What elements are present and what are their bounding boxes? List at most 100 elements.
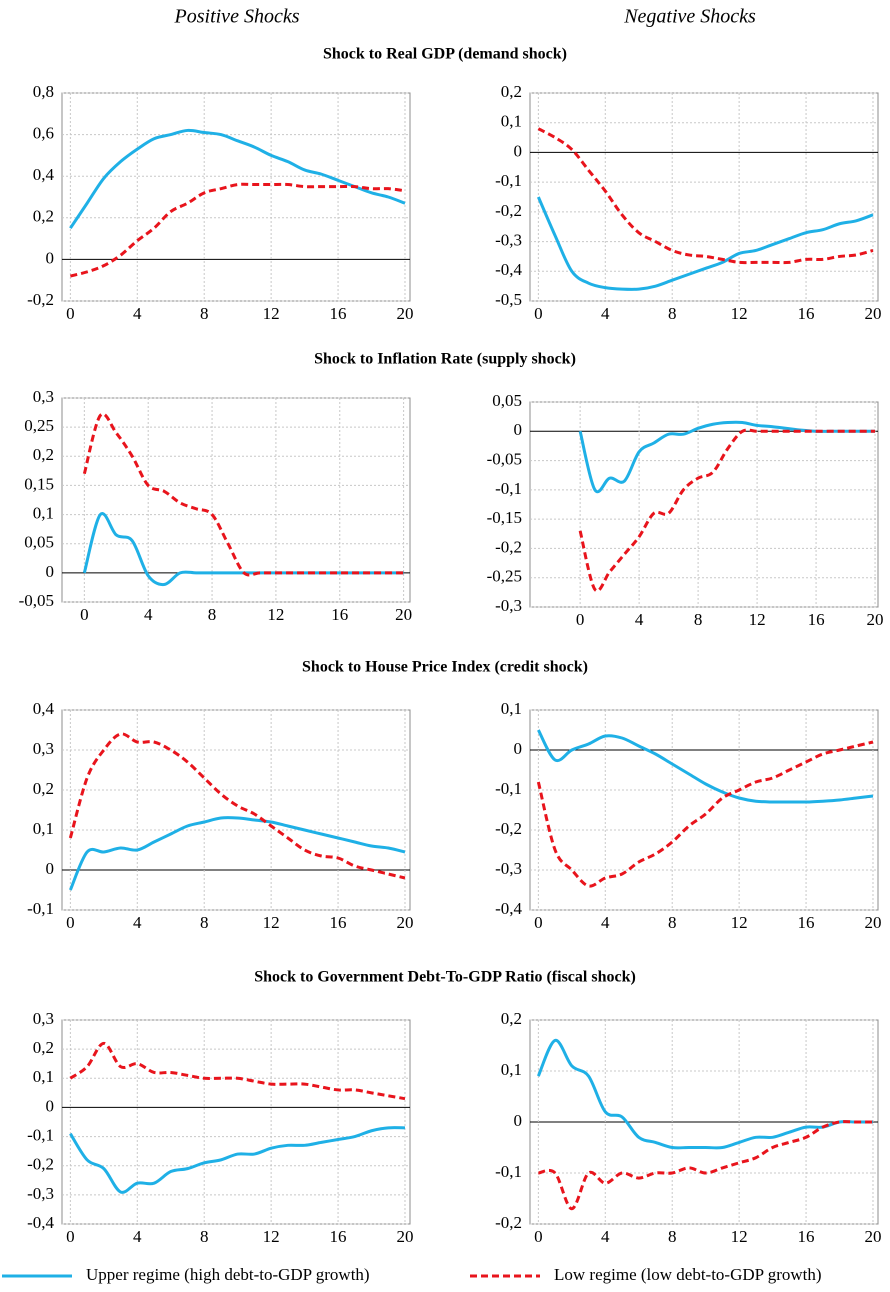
legend-label: Upper regime (high debt-to-GDP growth) [86, 1265, 370, 1284]
x-tick-label: 16 [330, 304, 347, 323]
y-tick-label: 0,4 [33, 165, 55, 184]
y-tick-label: 0 [514, 1111, 523, 1130]
series-line [578, 420, 876, 494]
y-tick-label: -0,1 [495, 479, 522, 498]
y-tick-label: 0,3 [33, 1009, 54, 1028]
x-tick-label: 12 [749, 610, 766, 629]
x-tick-label: 16 [330, 1227, 347, 1246]
y-tick-label: 0,1 [33, 819, 54, 838]
y-tick-label: 0,05 [492, 391, 522, 410]
x-tick-label: 20 [864, 304, 881, 323]
section-title: Shock to House Price Index (credit shock… [302, 659, 588, 676]
x-tick-label: 4 [144, 605, 153, 624]
section-title: Shock to Real GDP (demand shock) [323, 46, 567, 63]
x-tick-label: 0 [534, 304, 543, 323]
plot-area [529, 401, 879, 608]
x-tick-label: 0 [80, 605, 89, 624]
series-line [578, 428, 876, 593]
y-tick-label: 0,1 [501, 112, 522, 131]
y-tick-label: -0,05 [19, 591, 54, 610]
x-tick-label: 4 [601, 913, 610, 932]
y-tick-label: 0,2 [33, 445, 54, 464]
x-tick-label: 4 [133, 1227, 142, 1246]
column-title: Negative Shocks [623, 6, 756, 28]
legend-label: Low regime (low debt-to-GDP growth) [554, 1265, 822, 1284]
y-tick-label: 0 [514, 141, 523, 160]
x-tick-label: 4 [635, 610, 644, 629]
x-tick-label: 8 [200, 1227, 209, 1246]
x-tick-label: 16 [330, 913, 347, 932]
x-tick-label: 20 [396, 913, 413, 932]
series-line [69, 1126, 405, 1194]
series-line [537, 127, 874, 265]
x-tick-label: 12 [263, 1227, 280, 1246]
plot-area [61, 397, 411, 603]
y-tick-label: -0,2 [495, 1213, 522, 1232]
x-tick-label: 0 [534, 913, 543, 932]
y-tick-label: 0,2 [501, 82, 522, 101]
y-tick-label: 0,1 [501, 1060, 522, 1079]
x-tick-label: 8 [694, 610, 703, 629]
y-tick-label: 0,2 [33, 1038, 54, 1057]
x-tick-label: 16 [798, 304, 815, 323]
y-tick-label: -0,4 [27, 1213, 54, 1232]
series-line [536, 196, 874, 291]
y-tick-label: 0,15 [24, 474, 54, 493]
y-tick-label: 0,3 [33, 387, 54, 406]
x-tick-label: 20 [396, 304, 413, 323]
y-tick-label: -0,1 [495, 1162, 522, 1181]
y-tick-label: -0,2 [495, 819, 522, 838]
series-line [536, 1038, 873, 1150]
y-tick-label: -0,3 [27, 1184, 54, 1203]
section-title: Shock to Government Debt-To-GDP Ratio (f… [254, 969, 636, 986]
y-tick-label: -0,2 [27, 290, 54, 309]
y-tick-label: 0 [514, 420, 523, 439]
series-line [68, 732, 406, 880]
x-tick-label: 12 [263, 304, 280, 323]
y-tick-label: 0 [46, 248, 55, 267]
y-tick-label: 0,2 [501, 1009, 522, 1028]
y-tick-label: -0,1 [495, 171, 522, 190]
x-tick-label: 0 [66, 1227, 75, 1246]
series-line [69, 1041, 406, 1101]
y-tick-label: 0,2 [33, 779, 54, 798]
x-tick-label: 8 [200, 304, 209, 323]
series-line [537, 729, 874, 804]
x-tick-label: 4 [133, 304, 142, 323]
column-title: Positive Shocks [174, 6, 300, 28]
x-tick-label: 0 [66, 304, 75, 323]
x-tick-label: 4 [601, 304, 610, 323]
x-tick-label: 8 [208, 605, 217, 624]
x-tick-label: 16 [808, 610, 825, 629]
x-tick-label: 20 [867, 610, 884, 629]
x-tick-label: 20 [864, 913, 881, 932]
y-tick-label: 0,1 [33, 1067, 54, 1086]
plot-area [61, 1019, 411, 1225]
y-tick-label: -0,1 [27, 899, 54, 918]
y-tick-label: 0,25 [24, 416, 54, 435]
y-tick-label: -0,05 [487, 449, 522, 468]
x-tick-label: 4 [133, 913, 142, 932]
y-tick-label: 0 [46, 1096, 55, 1115]
x-tick-label: 20 [395, 605, 412, 624]
y-tick-label: -0,2 [495, 537, 522, 556]
y-tick-label: 0,8 [33, 82, 54, 101]
y-tick-label: 0,4 [33, 699, 55, 718]
y-tick-label: -0,1 [27, 1125, 54, 1144]
y-tick-label: 0 [46, 859, 55, 878]
x-tick-label: 4 [601, 1227, 610, 1246]
x-tick-label: 16 [798, 1227, 815, 1246]
x-tick-label: 12 [731, 304, 748, 323]
x-tick-label: 16 [331, 605, 348, 624]
x-tick-label: 12 [731, 913, 748, 932]
x-tick-label: 20 [864, 1227, 881, 1246]
y-tick-label: 0,2 [33, 207, 54, 226]
series-line [69, 128, 406, 230]
x-tick-label: 0 [66, 913, 75, 932]
y-tick-label: -0,2 [495, 201, 522, 220]
y-tick-label: 0 [514, 739, 523, 758]
series-line [82, 412, 404, 577]
y-tick-label: -0,3 [495, 859, 522, 878]
x-tick-label: 12 [263, 913, 280, 932]
